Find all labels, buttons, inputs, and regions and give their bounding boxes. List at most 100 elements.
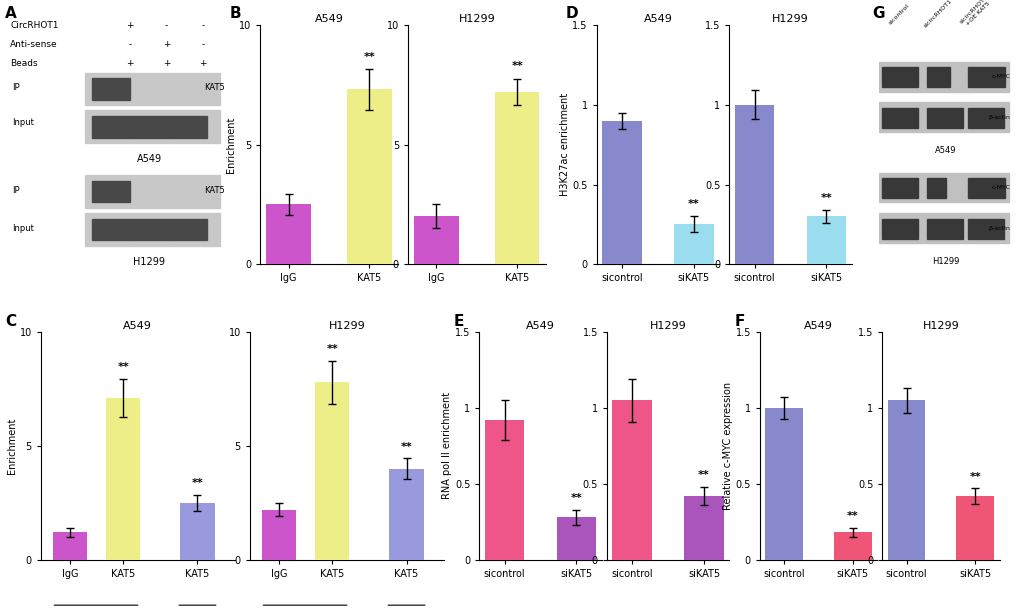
Bar xyxy=(130,219,168,240)
Y-axis label: H3K27ac enrichment: H3K27ac enrichment xyxy=(559,93,569,196)
Title: H1299: H1299 xyxy=(771,14,808,24)
Text: **: ** xyxy=(192,478,203,488)
Bar xyxy=(92,78,130,100)
Title: H1299: H1299 xyxy=(921,321,959,331)
Bar xyxy=(834,533,871,560)
Text: H1299: H1299 xyxy=(133,256,165,266)
Title: H1299: H1299 xyxy=(458,14,495,24)
Text: sicircRHOT1: sicircRHOT1 xyxy=(922,0,953,29)
Text: β-actin: β-actin xyxy=(987,115,1010,120)
Text: +: + xyxy=(126,59,133,68)
Text: B: B xyxy=(229,6,240,21)
Bar xyxy=(180,503,214,560)
Bar xyxy=(926,108,962,128)
Bar xyxy=(106,398,141,560)
Bar xyxy=(764,408,802,560)
Bar xyxy=(92,219,130,240)
Bar xyxy=(881,108,917,128)
Title: A549: A549 xyxy=(643,14,672,24)
Text: sicontrol: sicontrol xyxy=(887,2,909,25)
Bar xyxy=(494,92,539,264)
Bar xyxy=(878,173,1008,202)
Y-axis label: RNA pol II enrichment: RNA pol II enrichment xyxy=(442,392,451,499)
Bar xyxy=(967,108,1003,128)
Bar xyxy=(926,219,962,239)
Y-axis label: Relative c-MYC expression: Relative c-MYC expression xyxy=(722,382,732,510)
Bar xyxy=(130,116,168,138)
Bar xyxy=(414,216,459,264)
Bar xyxy=(878,213,1008,243)
Text: D: D xyxy=(566,6,578,21)
Bar xyxy=(881,67,917,87)
Y-axis label: Enrichment: Enrichment xyxy=(7,418,16,474)
Text: A549: A549 xyxy=(933,146,956,154)
Bar xyxy=(86,213,220,246)
Bar xyxy=(967,219,1003,239)
Text: **: ** xyxy=(968,472,980,482)
Text: +: + xyxy=(163,40,170,49)
Text: KAT5: KAT5 xyxy=(204,83,224,92)
Bar xyxy=(887,400,924,560)
Bar xyxy=(878,62,1008,92)
Bar xyxy=(315,382,350,560)
Bar xyxy=(926,178,945,199)
Bar xyxy=(878,102,1008,132)
Title: A549: A549 xyxy=(123,321,152,331)
Text: -: - xyxy=(201,21,205,30)
Text: **: ** xyxy=(363,52,375,62)
Bar xyxy=(881,178,917,199)
Text: C: C xyxy=(5,314,16,328)
Title: H1299: H1299 xyxy=(649,321,686,331)
Text: -: - xyxy=(165,21,168,30)
Bar xyxy=(611,400,651,560)
Text: **: ** xyxy=(511,62,523,71)
Text: **: ** xyxy=(326,344,337,354)
Text: +: + xyxy=(126,21,133,30)
Title: A549: A549 xyxy=(526,321,554,331)
Text: Anti-sense: Anti-sense xyxy=(10,40,58,49)
Text: -: - xyxy=(201,40,205,49)
Text: G: G xyxy=(871,6,883,21)
Y-axis label: Enrichment: Enrichment xyxy=(226,116,235,173)
Title: A549: A549 xyxy=(314,14,343,24)
Bar xyxy=(92,116,130,138)
Bar xyxy=(262,510,297,560)
Bar xyxy=(346,89,391,264)
Text: β-actin: β-actin xyxy=(987,226,1010,231)
Bar xyxy=(967,178,1005,199)
Bar xyxy=(86,175,220,208)
Text: c-MYC: c-MYC xyxy=(990,185,1010,190)
Bar xyxy=(956,496,994,560)
Text: **: ** xyxy=(117,362,128,372)
Title: H1299: H1299 xyxy=(328,321,365,331)
Text: +: + xyxy=(199,59,207,68)
Bar xyxy=(266,205,311,264)
Bar xyxy=(168,219,207,240)
Bar xyxy=(389,469,423,560)
Text: IP: IP xyxy=(12,83,20,92)
Text: **: ** xyxy=(687,199,699,209)
Text: **: ** xyxy=(846,511,858,521)
Text: **: ** xyxy=(697,470,709,480)
Text: sicircRHOT1
+OE KAT5: sicircRHOT1 +OE KAT5 xyxy=(958,0,993,29)
Bar xyxy=(86,73,220,105)
Text: Beads: Beads xyxy=(10,59,38,68)
Text: Input: Input xyxy=(12,118,35,127)
Title: A549: A549 xyxy=(803,321,833,331)
Bar xyxy=(92,181,130,202)
Bar xyxy=(926,67,949,87)
Text: c-MYC: c-MYC xyxy=(990,74,1010,79)
Bar xyxy=(86,111,220,143)
Text: +: + xyxy=(163,59,170,68)
Text: H1299: H1299 xyxy=(931,256,958,266)
Text: E: E xyxy=(453,314,464,328)
Text: A549: A549 xyxy=(137,154,162,164)
Bar xyxy=(53,533,88,560)
Bar xyxy=(684,496,723,560)
Text: CircRHOT1: CircRHOT1 xyxy=(10,21,59,30)
Text: A: A xyxy=(5,6,17,21)
Bar xyxy=(484,420,524,560)
Bar xyxy=(674,224,713,264)
Bar xyxy=(168,116,207,138)
Text: KAT5: KAT5 xyxy=(204,186,224,195)
